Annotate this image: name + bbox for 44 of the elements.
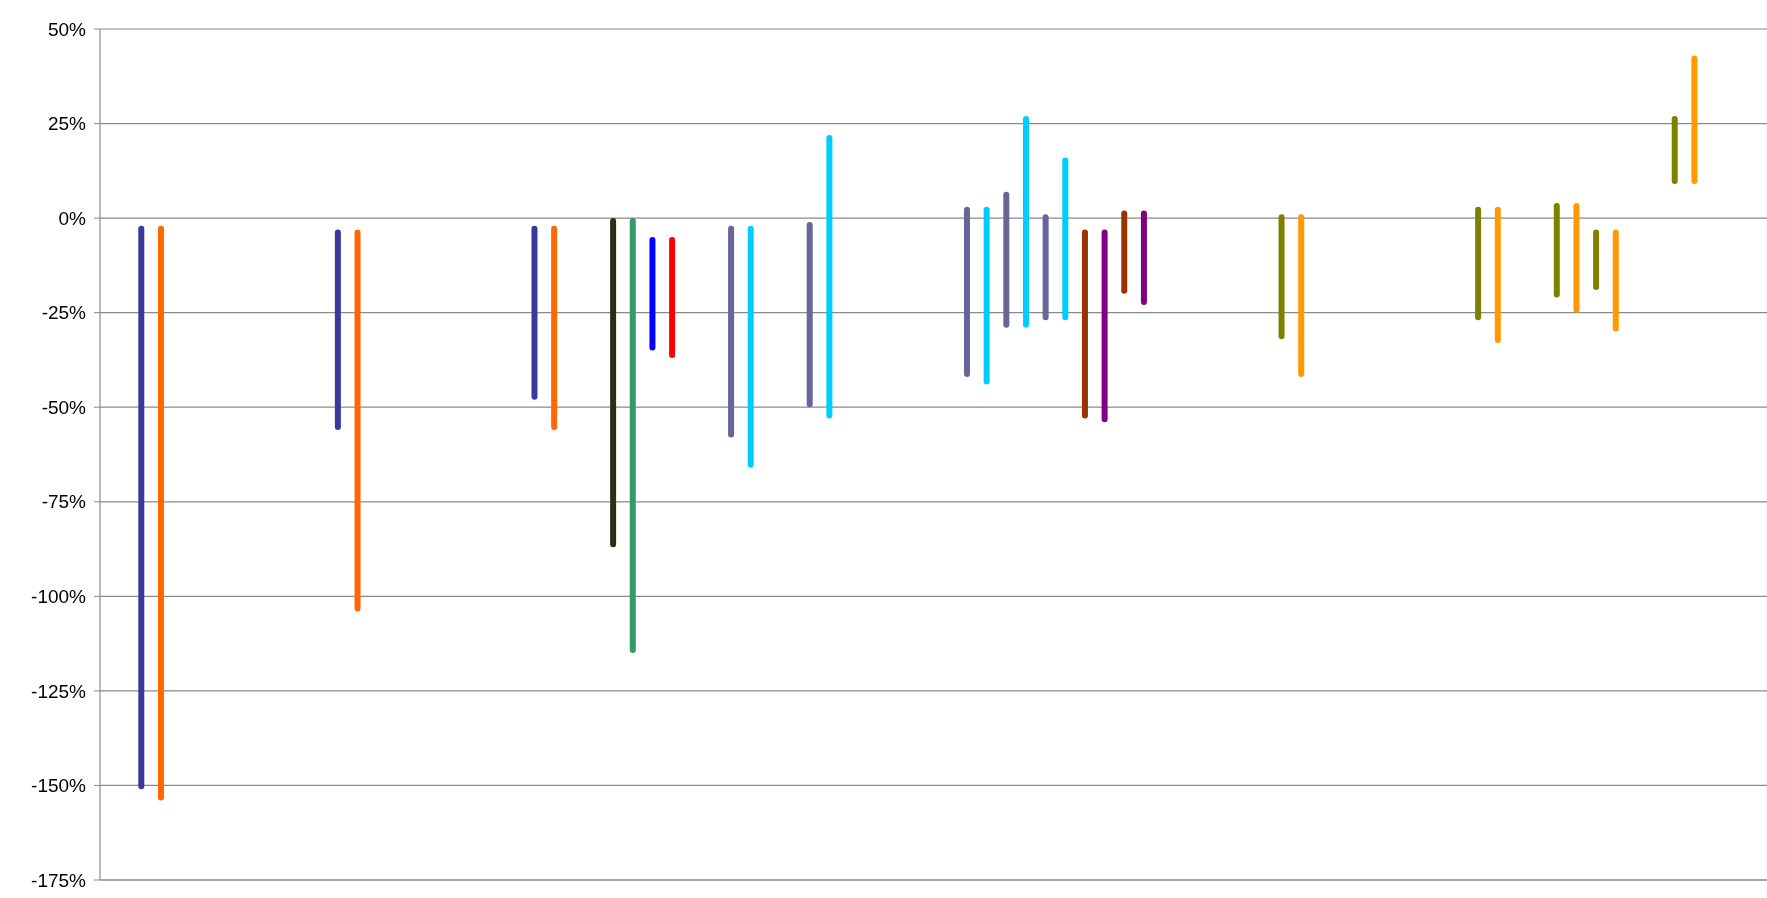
bar [728, 225, 735, 438]
bar [1475, 206, 1482, 321]
bar [138, 225, 145, 790]
bar [669, 237, 676, 359]
bar [1121, 210, 1128, 294]
y-tick-label: -125% [31, 680, 87, 702]
bar [747, 225, 754, 468]
bar [1593, 229, 1600, 290]
bar [1691, 55, 1698, 185]
bar [1081, 229, 1088, 419]
bar [629, 218, 636, 654]
bar [1278, 214, 1285, 340]
bar [1671, 115, 1678, 185]
bar [157, 225, 164, 801]
y-tick-label: 0% [58, 207, 87, 229]
bar [1003, 191, 1010, 328]
bar [1494, 206, 1501, 343]
bar [806, 221, 813, 408]
bar [1062, 157, 1069, 321]
bar [1042, 214, 1049, 321]
y-tick-label: 25% [47, 113, 87, 135]
y-tick-label: -50% [41, 396, 87, 418]
y-tick-label: -25% [41, 302, 87, 324]
bar [963, 206, 970, 377]
bar [551, 225, 558, 430]
bar [1573, 202, 1580, 313]
bar [1022, 115, 1029, 328]
bar [354, 229, 361, 612]
bar [334, 229, 341, 430]
bar [1298, 214, 1305, 377]
y-tick-label: -75% [41, 491, 87, 513]
y-tick-label: -175% [31, 869, 87, 891]
bar [1612, 229, 1619, 332]
bar [531, 225, 538, 400]
bar [610, 218, 617, 548]
bar [1140, 210, 1147, 306]
bar [983, 206, 990, 385]
bar [649, 237, 656, 351]
bar [1101, 229, 1108, 423]
y-tick-label: -150% [31, 775, 87, 797]
bar [826, 134, 833, 419]
bar [1553, 202, 1560, 298]
y-tick-label: 50% [47, 18, 87, 40]
y-tick-label: -100% [31, 585, 87, 607]
